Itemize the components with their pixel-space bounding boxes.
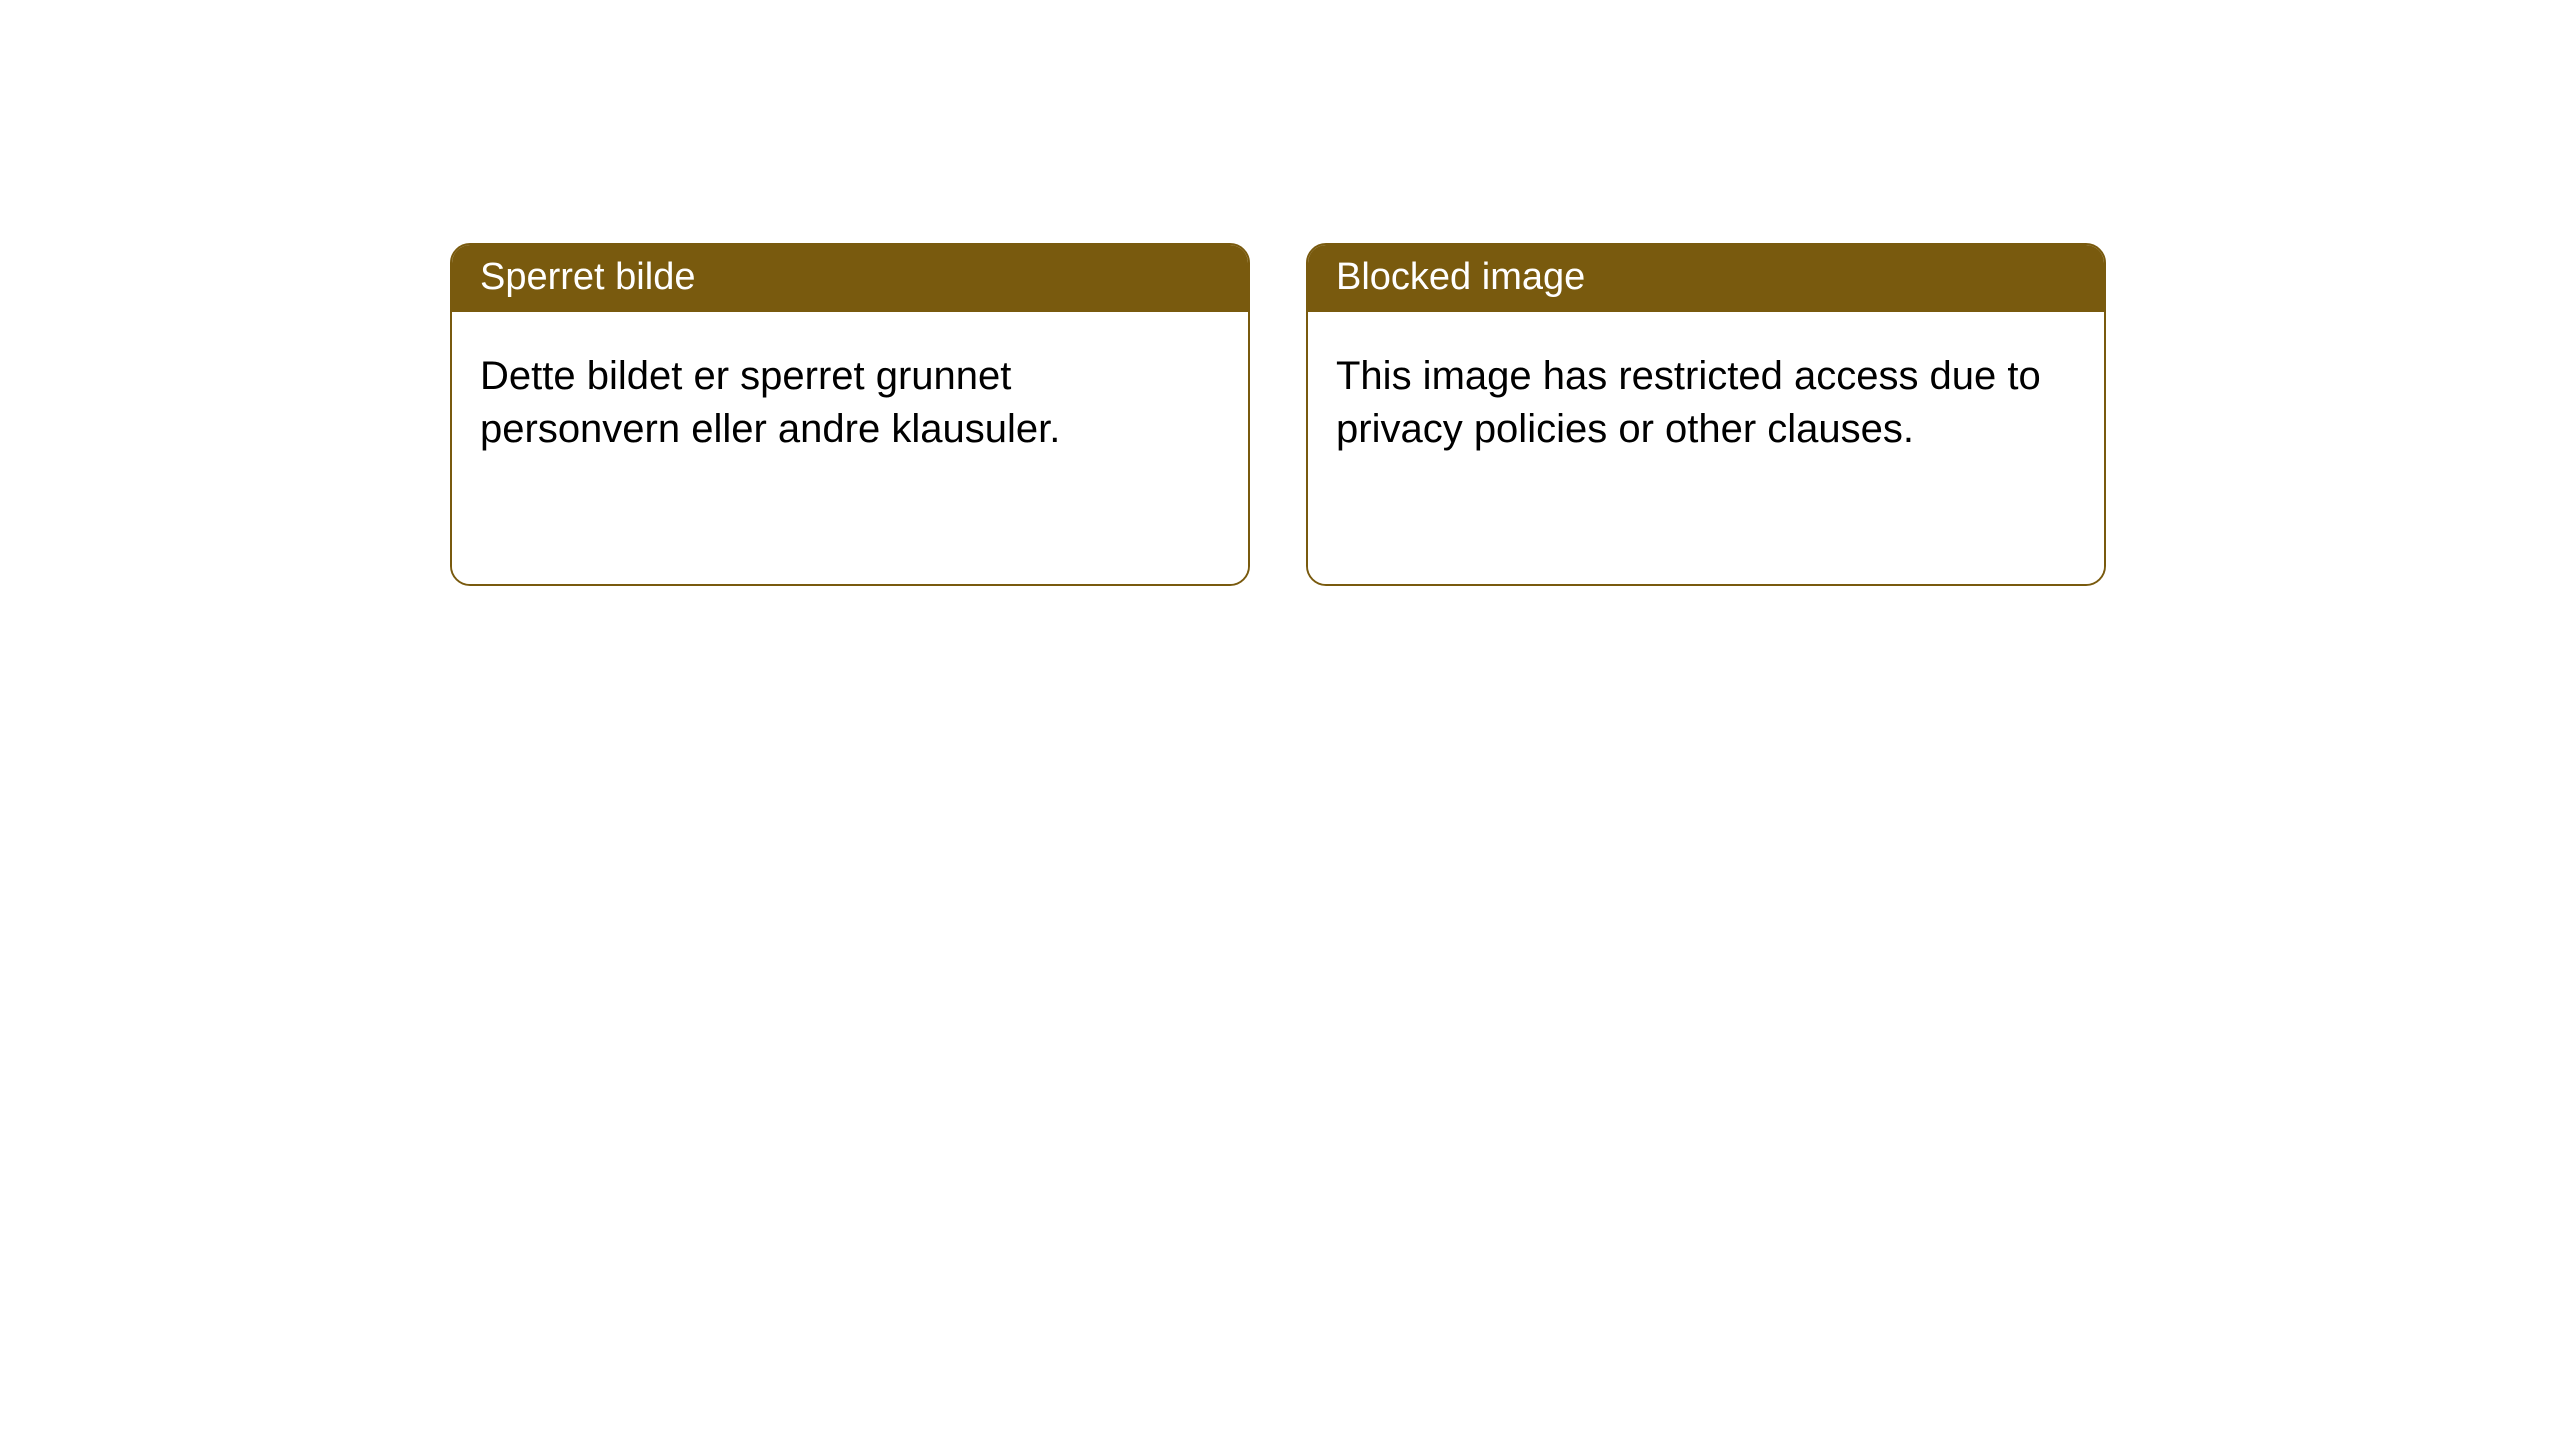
notice-body-norwegian: Dette bildet er sperret grunnet personve… bbox=[452, 312, 1248, 584]
notice-header-norwegian: Sperret bilde bbox=[452, 245, 1248, 312]
notice-container: Sperret bilde Dette bildet er sperret gr… bbox=[450, 243, 2106, 586]
notice-card-norwegian: Sperret bilde Dette bildet er sperret gr… bbox=[450, 243, 1250, 586]
notice-body-english: This image has restricted access due to … bbox=[1308, 312, 2104, 584]
notice-header-english: Blocked image bbox=[1308, 245, 2104, 312]
notice-card-english: Blocked image This image has restricted … bbox=[1306, 243, 2106, 586]
